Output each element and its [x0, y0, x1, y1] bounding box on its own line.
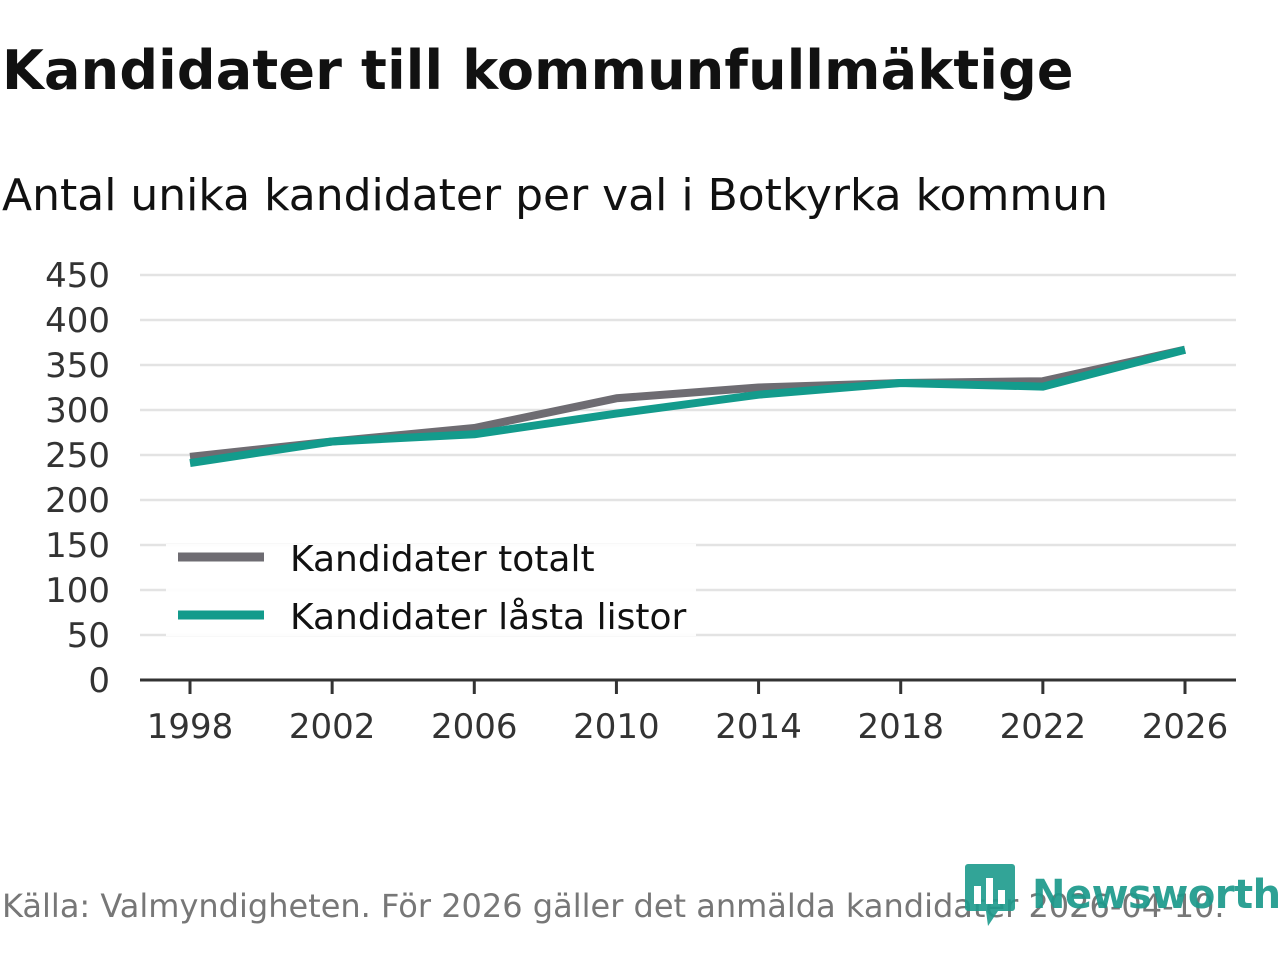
- legend-item-total: Kandidater totalt: [178, 539, 595, 580]
- chart-subtitle: Antal unika kandidater per val i Botkyrk…: [2, 170, 1108, 221]
- y-tick-label-100: 100: [45, 571, 110, 611]
- newsworthy-logo-icon: [965, 864, 1015, 926]
- legend-label-locked: Kandidater låsta listor: [290, 597, 686, 638]
- legend: Kandidater totalt Kandidater låsta listo…: [166, 539, 696, 638]
- x-tick-label-2014: 2014: [715, 707, 802, 747]
- y-tick-label-300: 300: [45, 391, 110, 431]
- x-tick-label-2006: 2006: [431, 707, 518, 747]
- line-chart: 0 50 100 150 200 250 300 350 400 450 1998 2002 2006…: [45, 256, 1236, 747]
- x-axis: 1998 2002 2006 2010 2014 2018 2022 2026: [140, 678, 1236, 747]
- series-1: [189, 345, 1187, 468]
- brand-logo: Newsworthy: [964, 862, 1280, 928]
- y-tick-label-250: 250: [45, 436, 110, 476]
- x-tick-label-2018: 2018: [857, 707, 944, 747]
- y-tick-label-400: 400: [45, 301, 110, 341]
- brand-name: Newsworthy: [1032, 872, 1280, 918]
- y-tick-label-50: 50: [67, 616, 110, 656]
- x-tick-label-2002: 2002: [289, 707, 376, 747]
- source-note: Källa: Valmyndigheten. För 2026 gäller d…: [2, 887, 1225, 925]
- legend-item-locked: Kandidater låsta listor: [178, 597, 686, 638]
- y-tick-label-0: 0: [88, 661, 110, 701]
- x-tick-label-2026: 2026: [1142, 707, 1229, 747]
- series-lines: [189, 345, 1187, 468]
- y-axis-ticks: 0 50 100 150 200 250 300 350 400 450: [45, 256, 110, 701]
- x-tick-label-1998: 1998: [147, 707, 234, 747]
- y-tick-label-450: 450: [45, 256, 110, 296]
- x-tick-label-2022: 2022: [1000, 707, 1087, 747]
- series-line-1: [189, 345, 1187, 468]
- y-tick-label-150: 150: [45, 526, 110, 566]
- x-tick-label-2010: 2010: [573, 707, 660, 747]
- y-tick-label-200: 200: [45, 481, 110, 521]
- chart-title: Kandidater till kommunfullmäktige: [2, 39, 1074, 102]
- legend-label-total: Kandidater totalt: [290, 539, 595, 580]
- y-tick-label-350: 350: [45, 346, 110, 386]
